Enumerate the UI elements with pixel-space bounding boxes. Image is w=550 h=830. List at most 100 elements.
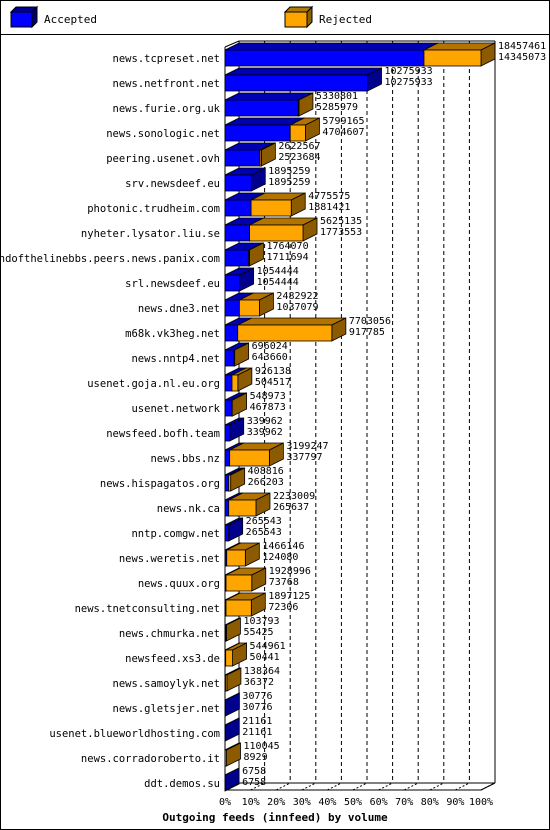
value-label-accepted: 5285979 [316, 102, 358, 113]
bar-rejected [297, 92, 314, 117]
bar-rejected [231, 367, 253, 392]
bar-rejected [228, 492, 271, 517]
bar-top-face [224, 92, 313, 101]
value-label-total: 5799165 [322, 116, 364, 127]
bar-front-face [224, 49, 425, 67]
category-label: news.bbs.nz [150, 453, 220, 465]
value-label-total: 4775575 [308, 191, 350, 202]
category-label: news.nntp4.net [131, 353, 220, 365]
value-label-accepted: 4704607 [322, 127, 364, 138]
x-tick [378, 782, 393, 791]
category-label: srl.newsdeef.eu [125, 278, 220, 290]
x-tick [327, 782, 342, 791]
x-tick [352, 782, 368, 791]
x-tick-label: 100% [469, 797, 493, 808]
bar-front-face [224, 474, 230, 492]
bar-rejected [225, 567, 267, 592]
value-label-total: 138364 [244, 666, 280, 677]
x-tick [455, 782, 470, 791]
bar-front-face [224, 749, 227, 767]
bar-front-face [226, 549, 246, 567]
value-label-total: 1466146 [262, 541, 304, 552]
bar-front-face [297, 99, 300, 117]
y-axis-depth [224, 40, 240, 48]
value-label-total: 2482922 [276, 291, 318, 302]
x-tick-label: 30% [293, 797, 311, 808]
x-tick-label: 10% [242, 797, 260, 808]
category-label: nntp.comgw.net [131, 528, 220, 540]
value-label-accepted: 73768 [269, 577, 299, 588]
value-label-accepted: 504517 [255, 377, 291, 388]
category-label: news.tnetconsulting.net [75, 603, 220, 615]
bar-rejected [248, 242, 264, 267]
value-label-total: 408816 [248, 466, 284, 477]
legend-rejected-swatch [283, 5, 314, 29]
category-label: news.tcpreset.net [113, 53, 220, 65]
value-label-total: 10275933 [385, 66, 433, 77]
bar-front-face [228, 499, 257, 517]
bar-front-face [224, 149, 261, 167]
category-label: news.sonologic.net [106, 128, 220, 140]
legend-accepted-label: Accepted [44, 13, 97, 26]
bar-accepted [224, 67, 382, 92]
bar-front-face [224, 449, 231, 467]
value-label-total: 110045 [244, 741, 280, 752]
bar-front-face [224, 399, 232, 417]
category-label: ddt.demos.su [144, 778, 220, 790]
x-tick [250, 782, 265, 791]
value-label-accepted: 10275933 [385, 77, 433, 88]
value-label-accepted: 1711694 [266, 252, 308, 263]
category-label: news.dne3.net [138, 303, 220, 315]
bar-accepted [224, 417, 245, 442]
bar-rejected [225, 617, 241, 642]
bar-front-face [224, 99, 299, 117]
category-label: srv.newsdeef.eu [125, 178, 220, 190]
value-label-accepted: 124080 [262, 552, 298, 563]
value-label-total: 339962 [247, 416, 283, 427]
value-label-total: 2233009 [273, 491, 315, 502]
bar-accepted [224, 517, 244, 542]
bar-rejected [250, 192, 306, 217]
x-axis-title: Outgoing feeds (innfeed) by volume [162, 811, 388, 824]
value-label-total: 3199247 [286, 441, 328, 452]
bar-accepted [224, 767, 240, 792]
bar-rejected [229, 442, 284, 467]
category-label: usenet.blueworldhosting.com [49, 728, 220, 740]
bar-front-face [237, 324, 333, 342]
bar-front-face [229, 449, 270, 467]
value-label-accepted: 1881421 [308, 202, 350, 213]
bar-front-face [225, 599, 252, 617]
value-label-total: 6758 [242, 766, 266, 777]
value-label-total: 21161 [242, 716, 272, 727]
category-label: m68k.vk3heg.net [125, 328, 220, 340]
value-label-total: 5625135 [320, 216, 362, 227]
value-label-accepted: 266203 [248, 477, 284, 488]
bar-front-face [224, 299, 240, 317]
value-label-total: 103793 [243, 616, 279, 627]
category-label: newsfeed.xs3.de [125, 653, 220, 665]
value-label-accepted: 917785 [349, 327, 385, 338]
bar-top-face [237, 317, 347, 326]
category-label: peering.usenet.ovh [106, 153, 220, 165]
bar-top-face [224, 67, 382, 76]
value-label-total: 1054444 [257, 266, 299, 277]
value-label-accepted: 265543 [246, 527, 282, 538]
category-label: news.quux.org [138, 578, 220, 590]
x-tick-label: 20% [267, 797, 285, 808]
value-label-total: 696024 [252, 341, 288, 352]
value-label-total: 1928996 [269, 566, 311, 577]
bar-rejected [226, 542, 260, 567]
value-label-total: 926138 [255, 366, 291, 377]
category-label: newsfeed.bofh.team [106, 428, 220, 440]
legend-accepted-swatch [9, 5, 39, 29]
x-tick-label: 0% [219, 797, 231, 808]
value-label-total: 7703056 [349, 316, 391, 327]
bar-rejected [233, 342, 250, 367]
category-label: news.furie.org.uk [113, 103, 221, 115]
category-label: news.weretis.net [119, 553, 220, 565]
bar-rejected [237, 317, 347, 342]
bar-front-face [225, 624, 227, 642]
value-label-accepted: 30776 [242, 702, 272, 713]
bar-front-face [250, 199, 292, 217]
